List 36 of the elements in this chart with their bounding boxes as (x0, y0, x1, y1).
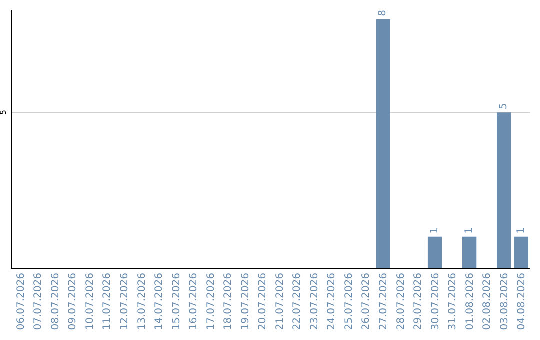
x-tick-label: 06.07.2026 (16, 273, 27, 330)
x-tick-label: 24.07.2026 (326, 273, 338, 330)
data-label: 1 (516, 228, 527, 234)
x-tick-label: 13.07.2026 (136, 273, 148, 330)
x-tick-label: 23.07.2026 (309, 273, 320, 330)
x-tick-label: 27.07.2026 (378, 273, 390, 330)
x-tick-label: 26.07.2026 (361, 273, 372, 330)
x-tick-label: 15.07.2026 (171, 273, 182, 330)
ref-line-label: 5 (0, 110, 8, 116)
data-label: 1 (464, 228, 476, 234)
x-tick-label: 22.07.2026 (292, 273, 304, 330)
x-tick-label: 09.07.2026 (68, 273, 79, 330)
x-tick-label: 18.07.2026 (223, 273, 234, 330)
x-tick-label: 01.08.2026 (464, 273, 476, 330)
x-tick-label: 12.07.2026 (119, 273, 130, 330)
x-tick-label: 08.07.2026 (50, 273, 62, 330)
x-tick-label: 25.07.2026 (344, 273, 355, 330)
data-label: 5 (498, 103, 510, 110)
x-tick-label: 14.07.2026 (154, 273, 166, 330)
x-tick-label: 31.07.2026 (448, 273, 459, 330)
x-tick-label: 28.07.2026 (396, 273, 407, 330)
x-tick-label: 11.07.2026 (102, 273, 114, 330)
x-tick-label: 02.08.2026 (482, 273, 494, 330)
x-tick-label: 04.08.2026 (516, 273, 528, 330)
data-label: 1 (430, 228, 441, 234)
x-tick-label: 10.07.2026 (84, 273, 96, 330)
x-tick-label: 16.07.2026 (188, 273, 200, 330)
x-tick-label: 19.07.2026 (240, 273, 252, 330)
x-tick-label: 03.08.2026 (499, 273, 510, 330)
data-label: 8 (378, 10, 389, 16)
x-tick-label: 20.07.2026 (258, 273, 269, 330)
x-tick-label: 21.07.2026 (274, 273, 286, 330)
x-tick-label: 30.07.2026 (430, 273, 442, 330)
x-tick-label: 29.07.2026 (413, 273, 424, 330)
x-tick-label: 17.07.2026 (206, 273, 217, 330)
x-tick-label: 07.07.2026 (33, 273, 44, 330)
